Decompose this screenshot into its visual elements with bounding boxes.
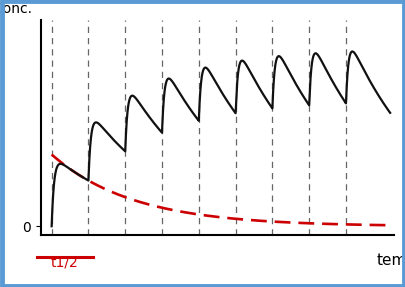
Y-axis label: Conc.: Conc.: [0, 2, 32, 16]
X-axis label: temps: temps: [376, 253, 405, 267]
Text: t1/2: t1/2: [51, 256, 79, 270]
